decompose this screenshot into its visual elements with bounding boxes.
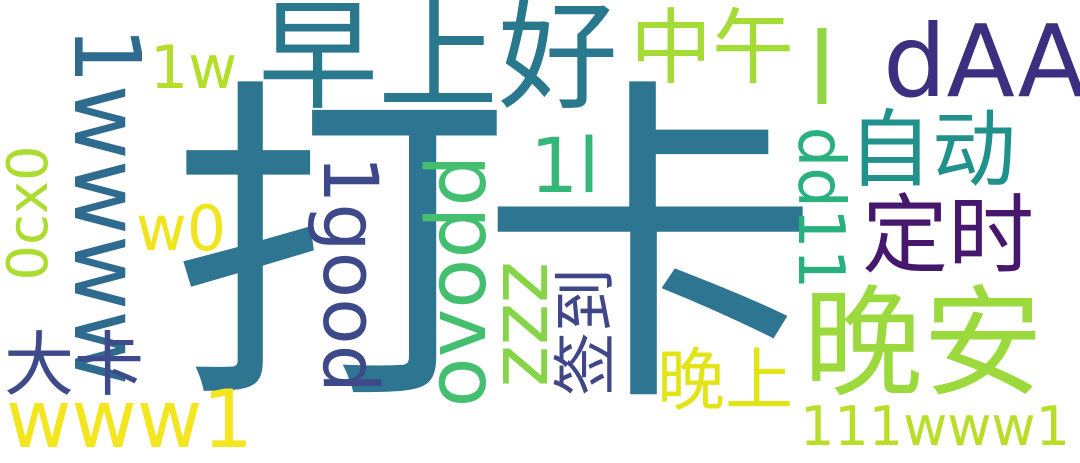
word-qiandao: 签到: [550, 268, 624, 396]
word-zhongwu: 中午: [630, 1, 795, 96]
word-dd11: dd11: [783, 126, 857, 290]
word-wanan: 晚安: [803, 275, 1043, 414]
word-www1: www1: [6, 373, 254, 463]
word-1w: 1w: [150, 33, 238, 103]
word-1l: 1l: [530, 121, 600, 210]
word-daka: 打卡: [170, 52, 820, 448]
word-zidong: 自动: [848, 101, 1017, 199]
word-dingshi: 定时: [862, 186, 1034, 286]
word-0cx0: 0cx0: [0, 145, 61, 281]
word-111www1: 111www1: [800, 395, 1070, 458]
word-wanshang: 晚上: [657, 342, 794, 421]
word-l: l: [808, 11, 836, 128]
word-daka-small: 大卡: [4, 324, 144, 406]
word-1wwww: 1wwww: [53, 26, 160, 386]
word-1good: 1good: [306, 155, 395, 393]
word-w0: w0: [136, 192, 227, 265]
word-dAA: dAA: [883, 3, 1080, 120]
word-zaoshanghao: 早上好: [258, 0, 618, 127]
